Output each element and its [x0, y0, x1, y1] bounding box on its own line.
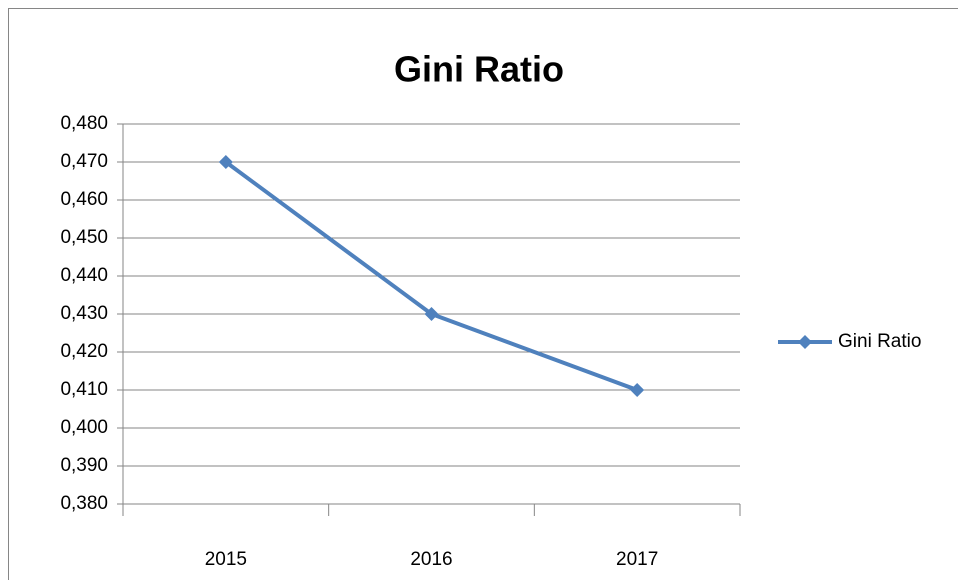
y-tick-label: 0,480: [60, 113, 108, 134]
data-point: [218, 155, 233, 169]
y-tick-label: 0,440: [60, 265, 108, 286]
y-tick-label: 0,400: [60, 417, 108, 438]
x-tick-label: 2017: [616, 549, 658, 570]
y-tick-label: 0,390: [60, 455, 108, 476]
x-tick-label: 2016: [410, 549, 452, 570]
y-tick-label: 0,430: [60, 303, 108, 324]
y-tick-label: 0,380: [60, 493, 108, 514]
y-tick-label: 0,420: [60, 341, 108, 362]
legend-label: Gini Ratio: [838, 331, 921, 352]
y-tick-label: 0,450: [60, 227, 108, 248]
y-tick-label: 0,460: [60, 189, 108, 210]
y-tick-label: 0,470: [60, 151, 108, 172]
legend-marker: [798, 335, 812, 349]
chart-title: Gini Ratio: [394, 49, 564, 90]
x-tick-label: 2015: [205, 549, 247, 570]
chart-frame: [8, 8, 958, 580]
data-point: [630, 383, 645, 397]
data-point: [424, 307, 439, 321]
y-tick-label: 0,410: [60, 379, 108, 400]
